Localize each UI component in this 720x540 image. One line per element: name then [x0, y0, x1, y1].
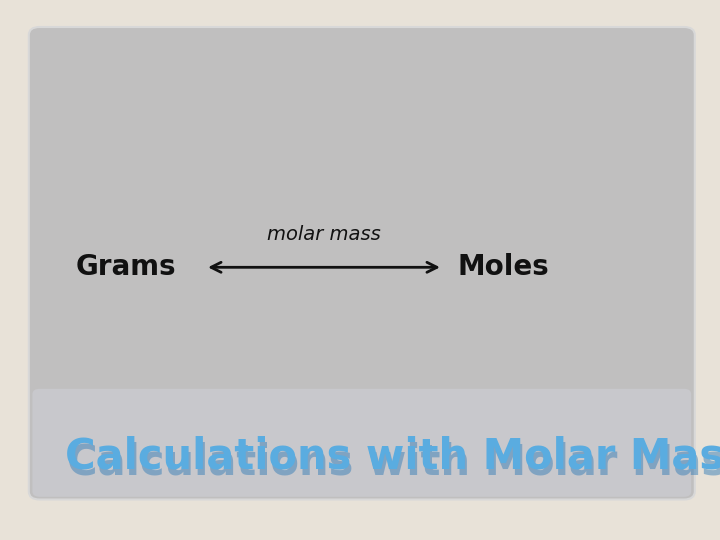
- Text: Moles: Moles: [457, 253, 549, 281]
- Text: Grams: Grams: [76, 253, 176, 281]
- FancyBboxPatch shape: [32, 389, 691, 497]
- Text: Calculations with Molar Mass: Calculations with Molar Mass: [65, 435, 720, 477]
- Text: Calculations with Molar Mass: Calculations with Molar Mass: [67, 442, 720, 484]
- Text: molar mass: molar mass: [267, 225, 381, 245]
- FancyBboxPatch shape: [29, 27, 695, 500]
